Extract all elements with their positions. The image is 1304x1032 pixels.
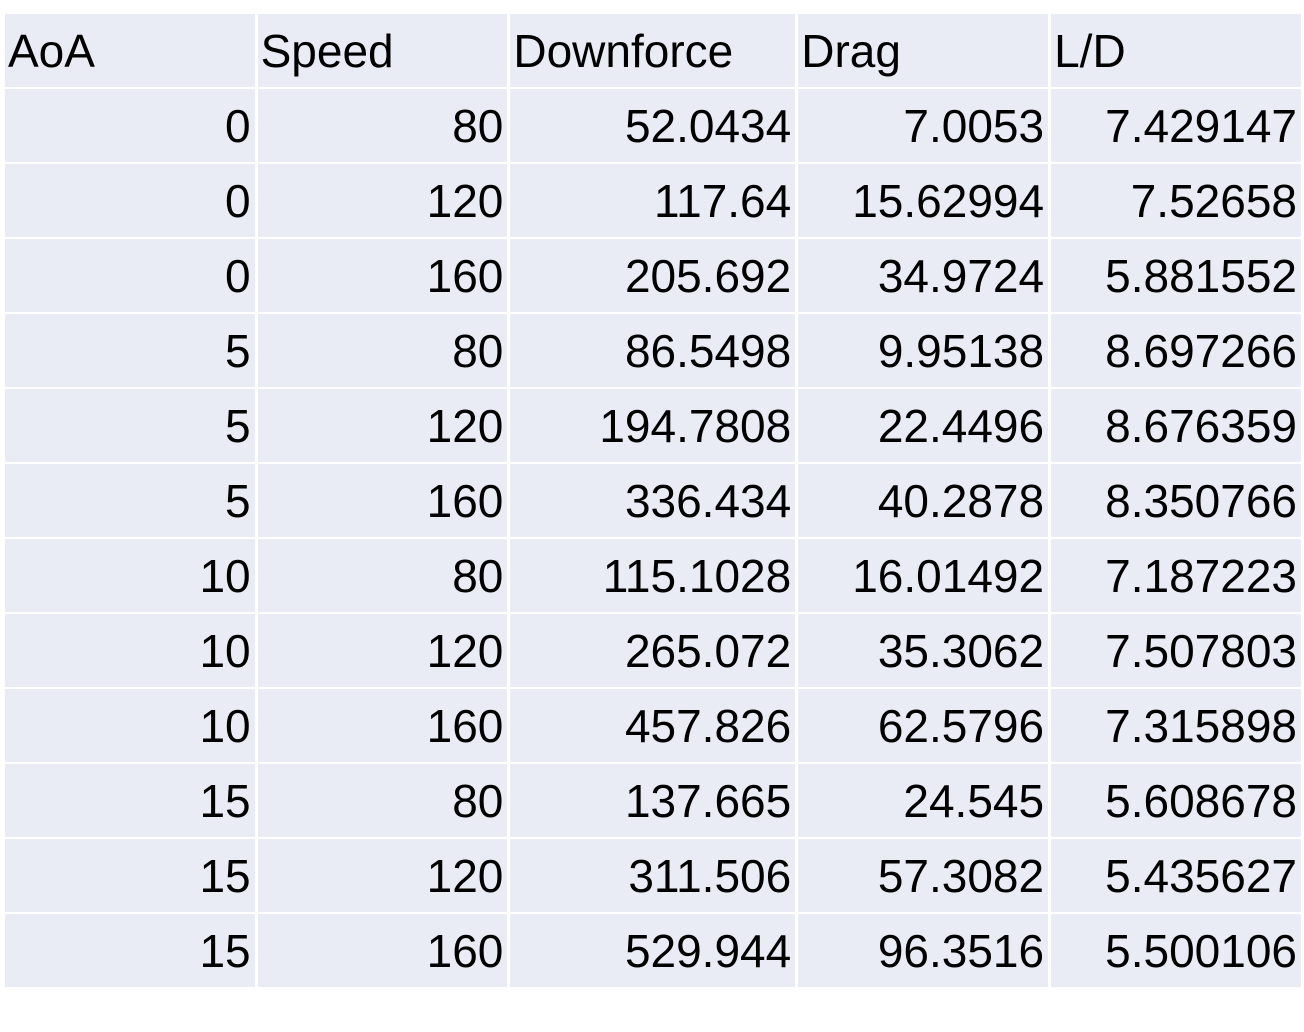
cell-speed: 80: [257, 539, 508, 612]
cell-drag: 22.4496: [798, 389, 1049, 462]
cell-ld: 7.507803: [1051, 614, 1301, 687]
cell-aoa: 10: [5, 614, 255, 687]
cell-aoa: 5: [5, 314, 255, 387]
cell-downforce: 311.506: [510, 839, 796, 912]
cell-aoa: 0: [5, 239, 255, 312]
cell-ld: 8.350766: [1051, 464, 1301, 537]
cell-speed: 160: [257, 464, 508, 537]
data-table: AoA Speed Downforce Drag L/D 0 80 52.0434 7…: [2, 12, 1304, 989]
cell-speed: 160: [257, 689, 508, 762]
cell-downforce: 137.665: [510, 764, 796, 837]
header-ld: L/D: [1051, 14, 1301, 87]
cell-drag: 34.9724: [798, 239, 1049, 312]
table-row: 15 160 529.944 96.3516 5.500106: [5, 914, 1301, 987]
cell-ld: 7.429147: [1051, 89, 1301, 162]
cell-downforce: 265.072: [510, 614, 796, 687]
table-row: 15 120 311.506 57.3082 5.435627: [5, 839, 1301, 912]
cell-aoa: 10: [5, 689, 255, 762]
cell-drag: 15.62994: [798, 164, 1049, 237]
cell-drag: 40.2878: [798, 464, 1049, 537]
cell-ld: 7.52658: [1051, 164, 1301, 237]
cell-speed: 80: [257, 764, 508, 837]
table-row: 0 120 117.64 15.62994 7.52658: [5, 164, 1301, 237]
cell-aoa: 0: [5, 89, 255, 162]
cell-ld: 5.881552: [1051, 239, 1301, 312]
cell-downforce: 336.434: [510, 464, 796, 537]
cell-aoa: 10: [5, 539, 255, 612]
cell-drag: 62.5796: [798, 689, 1049, 762]
cell-drag: 57.3082: [798, 839, 1049, 912]
cell-downforce: 86.5498: [510, 314, 796, 387]
cell-drag: 7.0053: [798, 89, 1049, 162]
table-row: 10 120 265.072 35.3062 7.507803: [5, 614, 1301, 687]
cell-downforce: 457.826: [510, 689, 796, 762]
cell-speed: 120: [257, 389, 508, 462]
cell-ld: 7.187223: [1051, 539, 1301, 612]
header-speed: Speed: [257, 14, 508, 87]
table-row: 5 80 86.5498 9.95138 8.697266: [5, 314, 1301, 387]
cell-aoa: 5: [5, 389, 255, 462]
cell-downforce: 529.944: [510, 914, 796, 987]
table-row: 0 80 52.0434 7.0053 7.429147: [5, 89, 1301, 162]
cell-speed: 120: [257, 839, 508, 912]
cell-speed: 120: [257, 614, 508, 687]
cell-ld: 5.500106: [1051, 914, 1301, 987]
table-row: 0 160 205.692 34.9724 5.881552: [5, 239, 1301, 312]
cell-downforce: 52.0434: [510, 89, 796, 162]
cell-speed: 160: [257, 914, 508, 987]
cell-aoa: 15: [5, 914, 255, 987]
cell-drag: 96.3516: [798, 914, 1049, 987]
cell-drag: 16.01492: [798, 539, 1049, 612]
cell-drag: 35.3062: [798, 614, 1049, 687]
table-row: 10 160 457.826 62.5796 7.315898: [5, 689, 1301, 762]
cell-ld: 5.608678: [1051, 764, 1301, 837]
cell-aoa: 0: [5, 164, 255, 237]
cell-downforce: 194.7808: [510, 389, 796, 462]
cell-aoa: 15: [5, 839, 255, 912]
cell-speed: 80: [257, 89, 508, 162]
cell-ld: 5.435627: [1051, 839, 1301, 912]
cell-speed: 120: [257, 164, 508, 237]
cell-drag: 9.95138: [798, 314, 1049, 387]
cell-downforce: 117.64: [510, 164, 796, 237]
header-drag: Drag: [798, 14, 1049, 87]
table-row: 10 80 115.1028 16.01492 7.187223: [5, 539, 1301, 612]
cell-aoa: 5: [5, 464, 255, 537]
table-row: 5 160 336.434 40.2878 8.350766: [5, 464, 1301, 537]
cell-speed: 160: [257, 239, 508, 312]
header-downforce: Downforce: [510, 14, 796, 87]
cell-aoa: 15: [5, 764, 255, 837]
table-row: 15 80 137.665 24.545 5.608678: [5, 764, 1301, 837]
cell-ld: 8.697266: [1051, 314, 1301, 387]
cell-downforce: 205.692: [510, 239, 796, 312]
cell-drag: 24.545: [798, 764, 1049, 837]
table-row: 5 120 194.7808 22.4496 8.676359: [5, 389, 1301, 462]
header-row: AoA Speed Downforce Drag L/D: [5, 14, 1301, 87]
cell-ld: 8.676359: [1051, 389, 1301, 462]
cell-ld: 7.315898: [1051, 689, 1301, 762]
header-aoa: AoA: [5, 14, 255, 87]
cell-speed: 80: [257, 314, 508, 387]
cell-downforce: 115.1028: [510, 539, 796, 612]
